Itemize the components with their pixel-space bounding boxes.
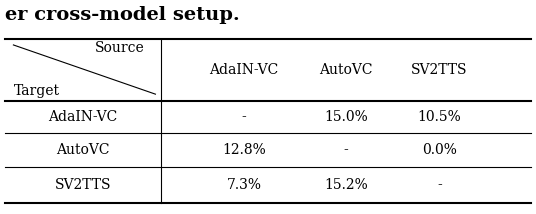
Text: 10.5%: 10.5%: [418, 110, 461, 124]
Text: -: -: [344, 143, 348, 157]
Text: 12.8%: 12.8%: [222, 143, 266, 157]
Text: AutoVC: AutoVC: [56, 143, 110, 157]
Text: -: -: [437, 178, 442, 192]
Text: Target: Target: [13, 84, 59, 98]
Text: AdaIN-VC: AdaIN-VC: [48, 110, 118, 124]
Text: 15.2%: 15.2%: [324, 178, 368, 192]
Text: -: -: [242, 110, 246, 124]
Text: 15.0%: 15.0%: [324, 110, 368, 124]
Text: Source: Source: [95, 41, 145, 55]
Text: 7.3%: 7.3%: [226, 178, 262, 192]
Text: SV2TTS: SV2TTS: [55, 178, 111, 192]
Text: 0.0%: 0.0%: [422, 143, 457, 157]
Text: SV2TTS: SV2TTS: [411, 62, 468, 77]
Text: AdaIN-VC: AdaIN-VC: [209, 62, 279, 77]
Text: er cross-model setup.: er cross-model setup.: [5, 6, 240, 24]
Text: AutoVC: AutoVC: [319, 62, 373, 77]
